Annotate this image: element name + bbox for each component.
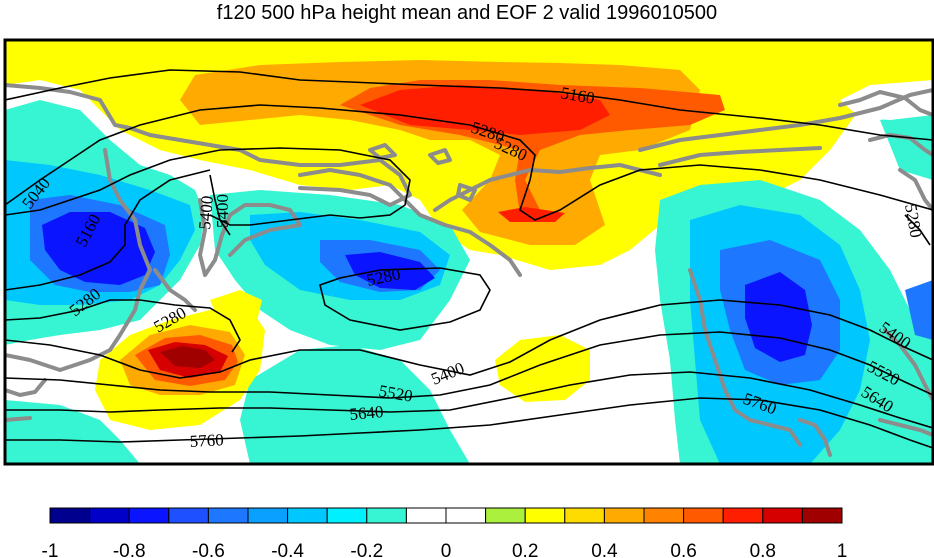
colorbar-tick-label: 0.4	[591, 541, 618, 558]
colorbar-swatch	[524, 507, 566, 524]
height-contours	[5, 69, 933, 449]
shade-dkblue-east	[745, 272, 812, 362]
colorbar-tick-label: 0.8	[750, 541, 776, 558]
colorbar-swatch	[722, 507, 764, 524]
colorbar-swatch	[762, 507, 803, 524]
colorbar-tick-label: -0.2	[350, 541, 383, 558]
colorbar-swatch	[485, 507, 526, 524]
shade-red-strip	[498, 207, 565, 222]
colorbar-swatch	[643, 507, 685, 524]
colorbar-tick-label: 1	[837, 541, 848, 558]
colorbar-swatch	[801, 507, 843, 524]
colorbar-swatch	[405, 507, 447, 524]
colorbar-tick-label: -0.4	[271, 541, 304, 558]
colorbar-tick-label: -0.8	[113, 541, 146, 558]
colorbar-swatch	[247, 507, 289, 524]
contour-label: 5760	[189, 430, 224, 451]
contour-label: 5400	[195, 195, 217, 231]
shade-cyan-sw	[5, 400, 140, 464]
shade-yellow-sw-top	[210, 290, 262, 335]
contour-label: 5640	[349, 402, 385, 424]
colorbar-swatch	[326, 507, 368, 524]
map-frame	[3, 38, 934, 466]
shade-dkblue-west	[42, 212, 155, 285]
colorbar-swatch	[89, 507, 130, 524]
colorbar-tick-label: -1	[42, 541, 59, 558]
colorbar-swatch	[287, 507, 328, 524]
coastlines	[5, 83, 933, 457]
shade-maroon-sw	[160, 346, 215, 368]
colorbar-tick-label: 0	[441, 541, 452, 558]
map-title: f120 500 hPa height mean and EOF 2 valid…	[216, 2, 718, 24]
colorbar-swatch	[445, 507, 487, 524]
colorbar-swatch	[564, 507, 605, 524]
shade-dkblue-central	[345, 252, 435, 290]
colorbar-swatch	[128, 507, 170, 524]
colorbar-tick-label: 0.2	[512, 541, 538, 558]
shade-white-ne	[840, 80, 933, 120]
colorbar-tick-label: -0.6	[192, 541, 225, 558]
colorbar-swatch	[207, 507, 249, 524]
colorbar-tick-label: 0.6	[670, 541, 696, 558]
colorbar-swatch	[603, 507, 645, 524]
shade-cyan-south	[240, 345, 470, 464]
shade-cyan-far-east	[905, 280, 933, 340]
contour-label: 5400	[213, 194, 232, 228]
colorbar-swatch	[168, 507, 209, 524]
colorbar-swatch	[366, 507, 407, 524]
shade-cyan-ne	[880, 110, 933, 180]
colorbar-swatch	[683, 507, 724, 524]
colorbar-swatch	[49, 507, 91, 524]
shade-dkred-north	[360, 85, 610, 135]
